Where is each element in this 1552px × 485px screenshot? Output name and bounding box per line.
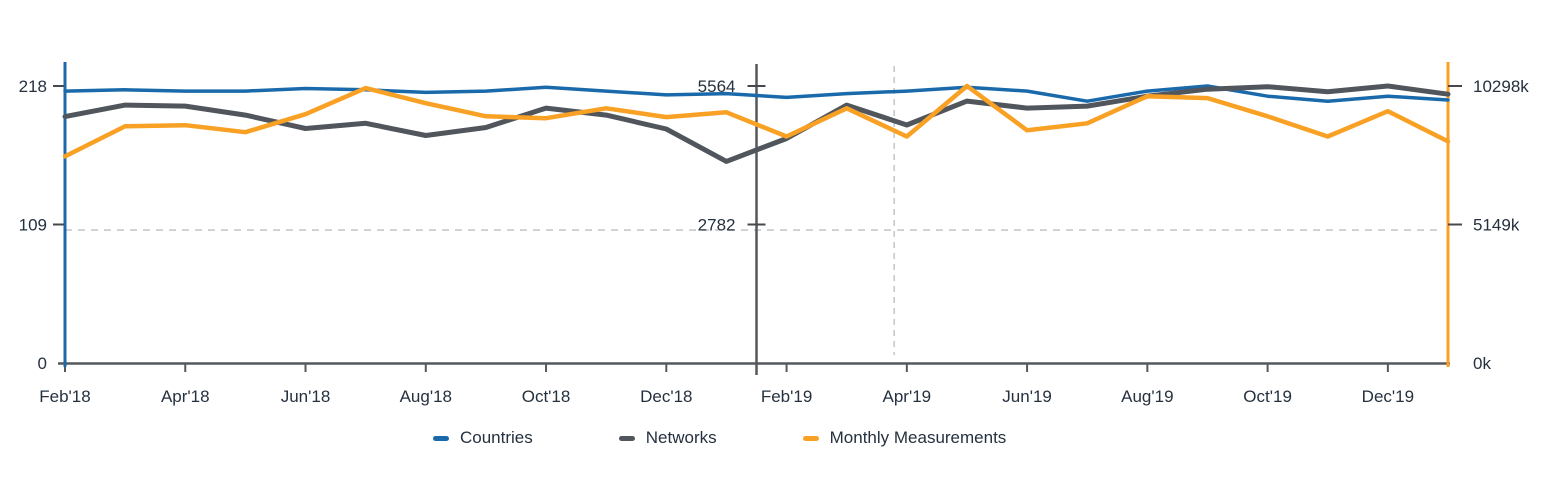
legend-label: Networks bbox=[645, 428, 717, 447]
series-line-monthly-measurements bbox=[62, 83, 1451, 159]
x-axis-tick-label: Feb'18 bbox=[39, 387, 90, 406]
legend-item-countries[interactable]: Countries bbox=[433, 428, 533, 448]
x-axis-tick-label: Oct'19 bbox=[1243, 387, 1292, 406]
x-axis-tick-label: Jun'19 bbox=[1002, 387, 1052, 406]
legend-label: Monthly Measurements bbox=[829, 428, 1007, 447]
networks-swatch-icon bbox=[618, 435, 635, 441]
x-axis-tick-label: Oct'18 bbox=[522, 387, 571, 406]
legend-item-networks[interactable]: Networks bbox=[618, 428, 717, 448]
chart-legend: Countries Networks Monthly Measurements bbox=[433, 428, 1006, 448]
left-axis-tick-label: 109 bbox=[19, 216, 47, 235]
x-axis-tick-label: Feb'19 bbox=[761, 387, 812, 406]
x-axis-tick-label: Apr'18 bbox=[161, 387, 210, 406]
x-axis-tick-label: Jun'18 bbox=[281, 387, 331, 406]
left-axis-tick-label: 0 bbox=[38, 354, 47, 373]
x-axis-tick-label: Dec'18 bbox=[640, 387, 692, 406]
x-axis-tick-label: Aug'18 bbox=[400, 387, 452, 406]
x-axis-tick-label: Dec'19 bbox=[1362, 387, 1414, 406]
monthly-measurements-swatch-icon bbox=[802, 435, 819, 441]
middle-axis-tick-label: 5564 bbox=[698, 77, 736, 96]
middle-axis-tick-label: 2782 bbox=[698, 216, 736, 235]
x-axis-tick-label: Apr'19 bbox=[883, 387, 932, 406]
legend-item-monthly-measurements[interactable]: Monthly Measurements bbox=[802, 428, 1007, 448]
right-axis-tick-label: 10298k bbox=[1473, 77, 1529, 96]
x-axis-tick-label: Aug'19 bbox=[1121, 387, 1173, 406]
right-axis-tick-label: 0k bbox=[1473, 354, 1491, 373]
left-axis-tick-label: 218 bbox=[19, 77, 47, 96]
series-line-networks bbox=[62, 83, 1451, 164]
legend-label: Countries bbox=[460, 428, 533, 447]
countries-swatch-icon bbox=[433, 435, 449, 441]
right-axis-tick-label: 5149k bbox=[1473, 216, 1520, 235]
